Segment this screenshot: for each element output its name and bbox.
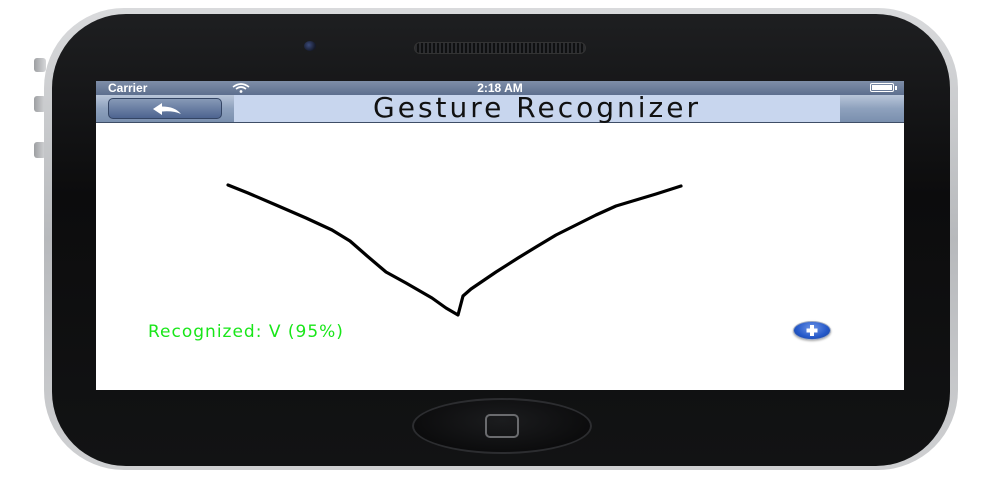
battery-icon: [870, 83, 897, 92]
home-square-icon: [485, 414, 519, 438]
back-arrow-icon: [153, 103, 181, 115]
back-button[interactable]: [108, 98, 222, 119]
mute-switch: [34, 58, 46, 72]
status-bar: Carrier 2:18 AM: [96, 81, 904, 95]
home-button[interactable]: [412, 398, 592, 454]
camera-icon: [304, 41, 316, 51]
recognition-result: Recognized: V (95%): [148, 322, 344, 342]
gesture-drawing-area[interactable]: [96, 123, 904, 390]
page-title: Gesture Recognizer: [373, 91, 701, 124]
add-gesture-button[interactable]: [793, 321, 831, 340]
volume-up-button: [34, 96, 46, 112]
navigation-bar: Gesture Recognizer: [96, 91, 904, 124]
title-area: Gesture Recognizer: [234, 91, 840, 124]
speaker-grille: [414, 42, 586, 54]
plus-icon: [806, 325, 818, 336]
gesture-stroke: [226, 183, 683, 317]
device-screen: Carrier 2:18 AM Gesture Recognizer Recog…: [96, 81, 904, 390]
carrier-label: Carrier: [108, 81, 148, 95]
wifi-icon: [232, 83, 250, 93]
volume-down-button: [34, 142, 46, 158]
status-time: 2:18 AM: [477, 81, 523, 95]
